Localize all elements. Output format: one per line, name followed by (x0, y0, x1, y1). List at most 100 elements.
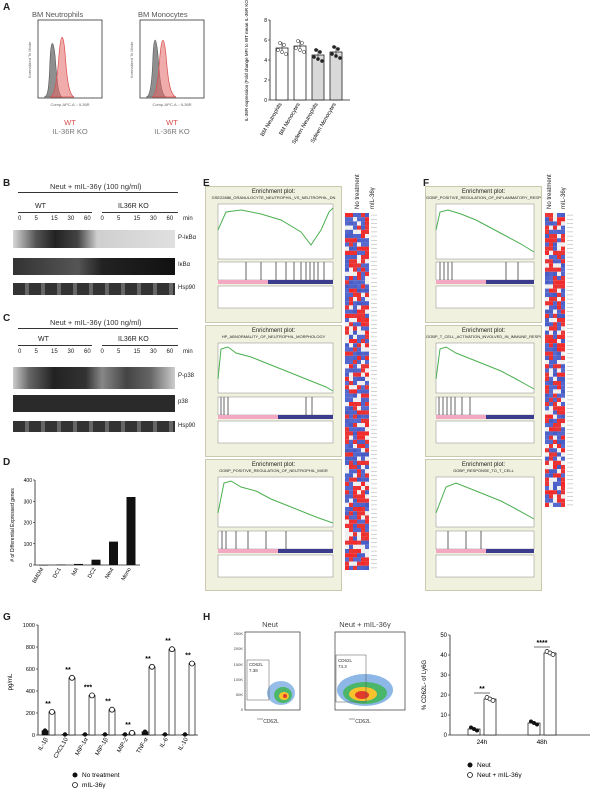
heat-cell (353, 381, 357, 386)
heat-cell (561, 280, 565, 285)
heat-cell (557, 423, 561, 428)
heat-cell (549, 250, 553, 255)
heat-cell (553, 431, 557, 436)
blot-b-time-labels: 0 5 15 30 60 0 5 15 30 60 (18, 216, 183, 226)
heat-cell (545, 242, 549, 247)
e-enrichment-plot-3: Enrichment plot: GOBP_POSITIVE_REGULATIO… (205, 459, 342, 591)
heat-cell (549, 318, 553, 323)
heat-cell (365, 330, 369, 335)
heat-cell (545, 284, 549, 289)
heat-cell (349, 389, 353, 394)
heat-cell (365, 494, 369, 499)
heat-cell (353, 385, 357, 390)
dot-title-treated: Neut + mIL-36γ (339, 620, 391, 629)
heat-cell (545, 305, 549, 310)
h-legend-marker-treated (467, 772, 473, 778)
f-legend-no-treatment: No treatment (547, 174, 553, 209)
panel-label-d: D (3, 457, 11, 468)
heat-cell (545, 351, 549, 356)
heat-cell (361, 381, 365, 386)
heat-cell (545, 502, 549, 507)
heat-cell (361, 406, 365, 411)
h-legend-marker-neut (467, 762, 473, 768)
h-ylabel: % CD62L- of Ly6G (422, 660, 428, 710)
heat-cell (345, 343, 349, 348)
heat-cell (557, 376, 561, 381)
heat-cell (357, 221, 361, 226)
heat-cell (353, 267, 357, 272)
time-label: 0 (100, 216, 104, 222)
heat-cell (557, 221, 561, 226)
heat-cell (561, 448, 565, 453)
heat-cell (365, 536, 369, 541)
heat-cell (353, 473, 357, 478)
heat-cell (561, 284, 565, 289)
blot-b-group-ko: IL36R KO (118, 203, 149, 210)
heat-cell (365, 414, 369, 419)
heat-cell (553, 326, 557, 331)
heat-cell (553, 414, 557, 419)
heat-cell (361, 427, 365, 432)
heat-cell (365, 469, 369, 474)
g-dot (149, 663, 155, 670)
heat-cell (361, 414, 365, 419)
h-ytick: 20 (440, 693, 447, 699)
h-significance: ** (479, 686, 485, 693)
heat-cell (353, 250, 357, 255)
heat-cell (553, 318, 557, 323)
heat-cell (353, 276, 357, 281)
g-dot (122, 732, 128, 737)
heat-cell (365, 515, 369, 520)
heat-cell (357, 435, 361, 440)
panel-label-e: E (203, 178, 210, 189)
heat-cell (345, 414, 349, 419)
heat-cell (561, 330, 565, 335)
g-bar-treated (48, 711, 56, 736)
heat-cell (561, 288, 565, 293)
e-plot3-title: Enrichment plot: (251, 462, 296, 468)
heat-cell (345, 221, 349, 226)
g-ytick: 200 (26, 711, 35, 717)
time-label: 15 (51, 216, 58, 222)
heat-cell (353, 431, 357, 436)
heat-cell (557, 418, 561, 423)
heat-cell (553, 229, 557, 234)
heat-cell (353, 334, 357, 339)
heat-cell (357, 385, 361, 390)
heat-cell (545, 477, 549, 482)
heat-cell (545, 448, 549, 453)
g-dot (129, 729, 135, 736)
heat-cell (361, 561, 365, 566)
heat-cell (349, 490, 353, 495)
d-bar (74, 563, 83, 565)
heat-cell (357, 418, 361, 423)
heat-cell (349, 318, 353, 323)
heat-cell (553, 418, 557, 423)
d-bar (56, 564, 66, 566)
heat-cell (345, 410, 349, 415)
heat-cell (349, 523, 353, 528)
heat-cell (561, 460, 565, 465)
heat-cell (345, 532, 349, 537)
heat-cell (545, 229, 549, 234)
heat-cell (553, 255, 557, 260)
heat-cell (353, 544, 357, 549)
heat-cell (557, 271, 561, 276)
heat-cell (365, 456, 369, 461)
heat-cell (361, 460, 365, 465)
h-dot (532, 721, 536, 725)
heat-cell (357, 448, 361, 453)
heat-cell (357, 347, 361, 352)
heat-cell (557, 267, 561, 272)
f-plot3-svg (435, 476, 535, 578)
heat-cell (353, 322, 357, 327)
heat-cell (549, 339, 553, 344)
heat-cell (345, 234, 349, 239)
time-label: 0 (18, 349, 22, 355)
d-category: DC2 (87, 567, 98, 580)
heat-cell (357, 519, 361, 524)
heat-cell (349, 536, 353, 541)
heat-cell (545, 372, 549, 377)
heat-cell (545, 360, 549, 365)
heat-cell (365, 523, 369, 528)
